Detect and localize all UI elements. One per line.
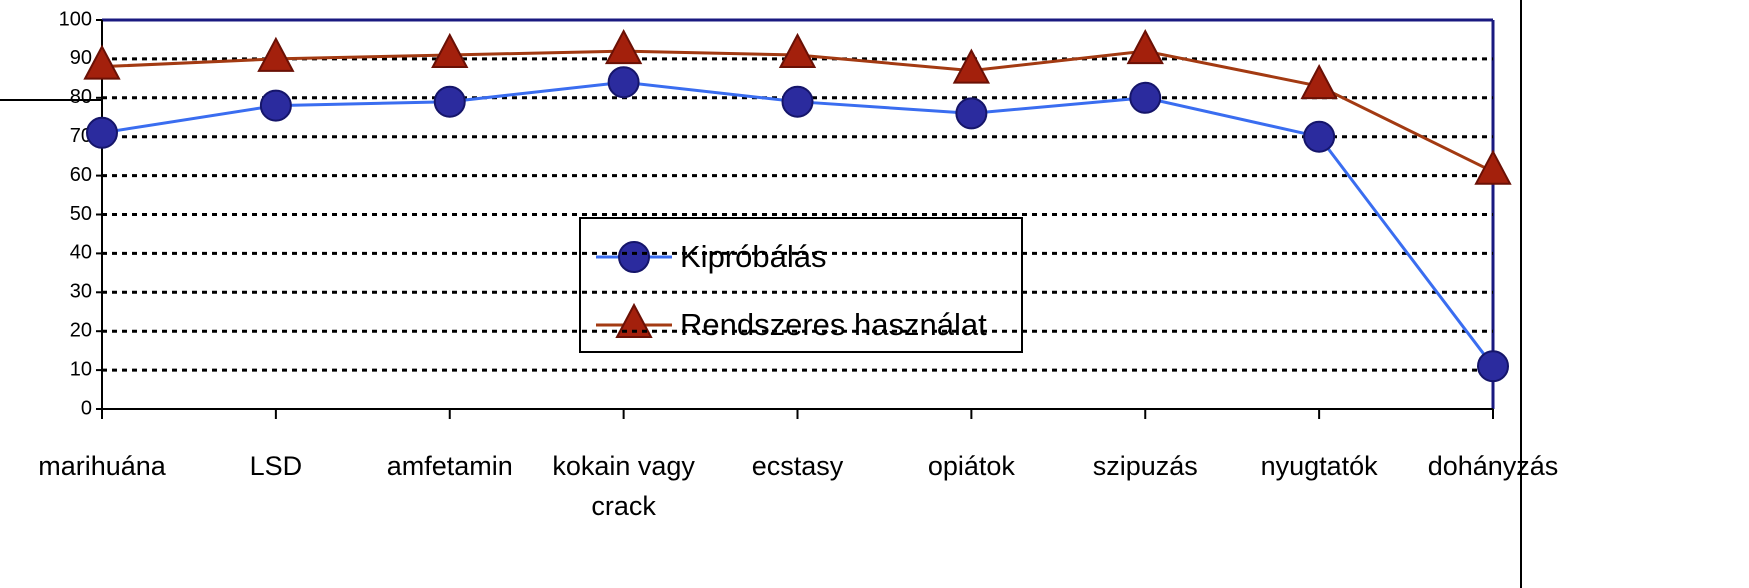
y-tick-label: 20 xyxy=(70,319,92,341)
y-tick-label: 10 xyxy=(70,358,92,380)
y-tick-label: 90 xyxy=(70,47,92,69)
y-tick-label: 30 xyxy=(70,281,92,303)
marker xyxy=(952,48,991,84)
marker xyxy=(86,116,118,149)
marker xyxy=(615,302,653,338)
marker xyxy=(618,241,650,273)
x-tick-label: szipuzás xyxy=(1092,451,1198,481)
x-tick-label: dohányzás xyxy=(1427,451,1559,481)
marker xyxy=(257,36,295,72)
y-tick-label: 0 xyxy=(81,397,92,419)
y-tick-label: 50 xyxy=(70,203,92,225)
marker xyxy=(607,66,640,99)
marker xyxy=(259,89,292,122)
marker xyxy=(1126,28,1164,65)
marker xyxy=(955,97,988,130)
x-tick-label: opiátok xyxy=(927,451,1015,481)
marker xyxy=(1129,81,1162,114)
y-tick-label: 40 xyxy=(70,242,92,264)
legend: Kipróbálás Rendszeres használat xyxy=(579,217,1023,353)
marker xyxy=(604,28,643,65)
x-tick-label: nyugtatók xyxy=(1260,451,1378,481)
legend-label: Rendszeres használat xyxy=(680,307,987,342)
legend-label: Kipróbálás xyxy=(680,239,826,274)
marker xyxy=(433,85,466,118)
x-tick-label: marihuána xyxy=(38,451,166,481)
marker xyxy=(1477,350,1509,383)
x-tick-label: kokain vagy crack xyxy=(552,451,695,521)
y-tick-label: 100 xyxy=(59,8,92,30)
y-tick-label: 80 xyxy=(70,86,92,108)
x-tick-label: ecstasy xyxy=(751,451,844,481)
legend-box xyxy=(579,217,1023,353)
marker xyxy=(1300,63,1338,100)
x-tick-label: LSD xyxy=(249,451,303,481)
marker xyxy=(778,32,817,69)
y-tick-label: 60 xyxy=(70,164,92,186)
marker xyxy=(1303,120,1336,153)
x-tick-label: amfetamin xyxy=(386,451,513,481)
marker xyxy=(431,32,469,69)
marker xyxy=(781,85,814,118)
marker xyxy=(83,44,121,80)
marker xyxy=(1474,149,1512,185)
